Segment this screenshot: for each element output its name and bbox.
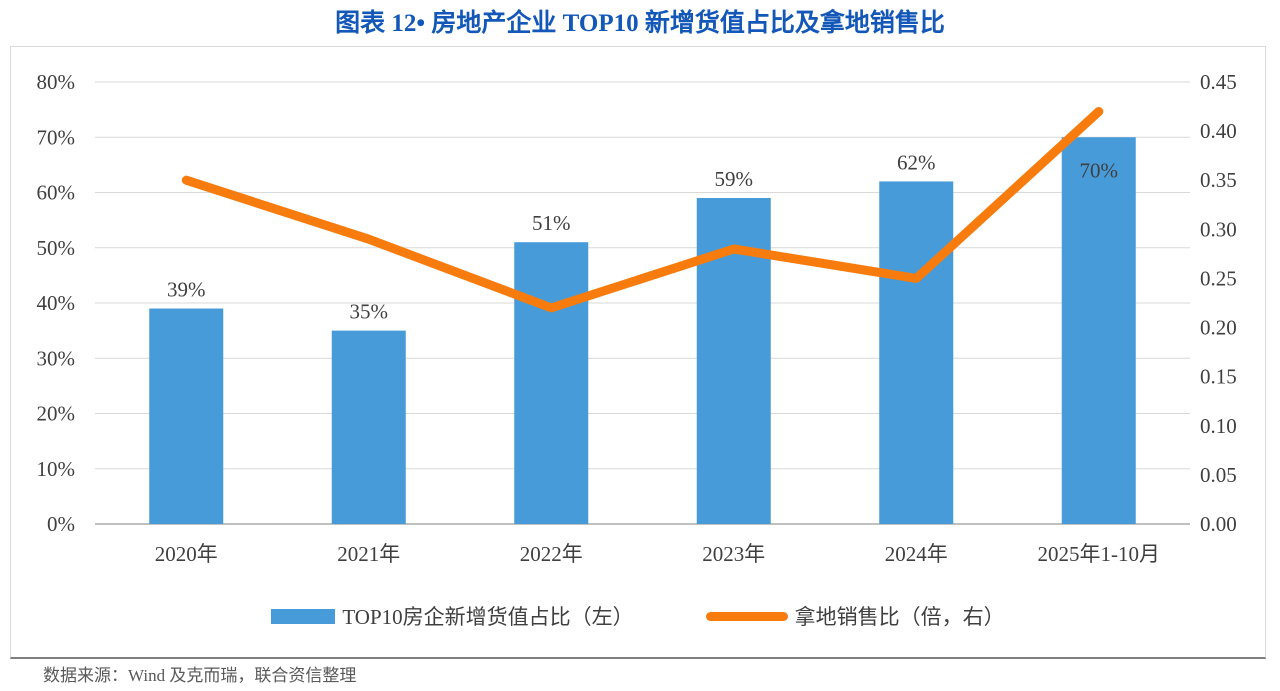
left-axis-tick-label: 30% bbox=[37, 346, 76, 370]
line-series-swatch-icon bbox=[705, 611, 788, 621]
bar-value-label: 39% bbox=[167, 278, 206, 302]
right-axis-tick-label: 0.10 bbox=[1200, 414, 1237, 438]
bar bbox=[514, 242, 589, 524]
right-axis-tick-label: 0.35 bbox=[1200, 168, 1237, 192]
data-source-note: 数据来源：Wind 及克而瑞，联合资信整理 bbox=[43, 666, 357, 685]
right-axis-tick-label: 0.05 bbox=[1200, 463, 1237, 487]
legend-item-line-series: 拿地销售比（倍，右） bbox=[705, 601, 1005, 631]
right-axis-tick-label: 0.45 bbox=[1200, 70, 1237, 94]
left-axis-tick-label: 50% bbox=[37, 236, 76, 260]
left-axis-tick-label: 10% bbox=[37, 457, 76, 481]
trend-line bbox=[181, 107, 1104, 313]
right-axis-tick-label: 0.25 bbox=[1200, 266, 1237, 290]
bar-value-label: 70% bbox=[1080, 158, 1119, 182]
bar bbox=[879, 181, 954, 524]
left-axis-tick-label: 0% bbox=[47, 512, 75, 536]
x-axis-label: 2023年 bbox=[702, 542, 765, 566]
x-axis-label: 2022年 bbox=[520, 542, 583, 566]
right-axis-tick-label: 0.20 bbox=[1200, 316, 1237, 340]
left-axis-tick-label: 60% bbox=[37, 181, 76, 205]
chart-frame: 80% 70% 60% 50% 40% 30% 20% 10% 0% 0.45 0.40 0.35 0.… bbox=[10, 46, 1266, 659]
bar bbox=[149, 308, 224, 524]
x-axis-label: 2020年 bbox=[155, 542, 218, 566]
bar-series-swatch-icon bbox=[271, 608, 336, 624]
bar bbox=[1061, 137, 1136, 524]
left-axis-tick-label: 80% bbox=[37, 70, 76, 94]
right-axis-tick-label: 0.40 bbox=[1200, 119, 1237, 143]
right-axis-tick-label: 0.15 bbox=[1200, 365, 1237, 389]
bar-value-label: 35% bbox=[350, 300, 389, 324]
bar-value-label: 51% bbox=[532, 211, 571, 235]
page-title: 图表 12• 房地产企业 TOP10 新增货值占比及拿地销售比 bbox=[335, 10, 945, 37]
right-axis-tick-label: 0.30 bbox=[1200, 217, 1237, 241]
chart-legend: TOP10房企新增货值占比（左） 拿地销售比（倍，右） bbox=[11, 601, 1265, 631]
legend-line-label: 拿地销售比（倍，右） bbox=[794, 605, 1005, 629]
legend-bar-label: TOP10房企新增货值占比（左） bbox=[342, 605, 634, 629]
bar-value-label: 59% bbox=[715, 167, 754, 191]
x-axis-label: 2024年 bbox=[885, 542, 948, 566]
legend-item-bar-series: TOP10房企新增货值占比（左） bbox=[271, 601, 634, 631]
x-axis-label: 2021年 bbox=[337, 542, 400, 566]
left-axis-tick-label: 70% bbox=[37, 125, 76, 149]
x-axis-label: 2025年1-10月 bbox=[1038, 542, 1161, 566]
bar bbox=[331, 330, 406, 524]
combo-chart: 80% 70% 60% 50% 40% 30% 20% 10% 0% 0.45 0.40 0.35 0.… bbox=[37, 70, 1237, 566]
left-axis-tick-label: 40% bbox=[37, 291, 76, 315]
right-axis-tick-label: 0.00 bbox=[1200, 512, 1237, 536]
bar-value-label: 62% bbox=[897, 150, 936, 174]
left-axis-tick-label: 20% bbox=[37, 402, 76, 426]
